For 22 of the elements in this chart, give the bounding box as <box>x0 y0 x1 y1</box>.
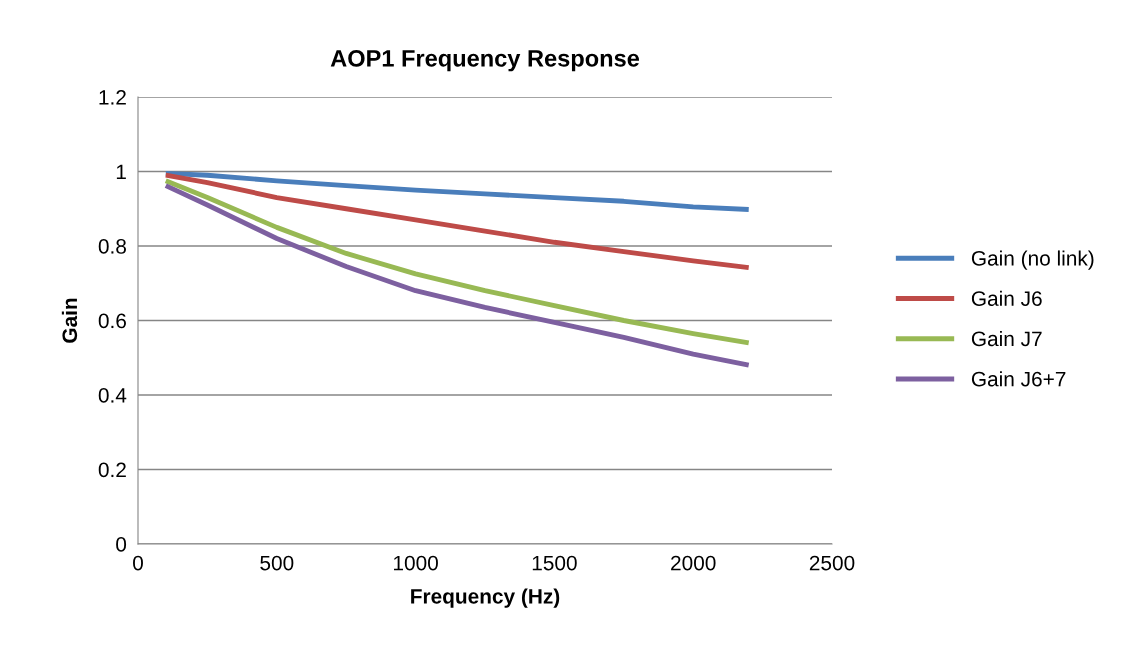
line-series <box>163 170 752 212</box>
legend-label: Gain J6 <box>971 290 1042 306</box>
x-tick-label: 500 <box>260 555 294 571</box>
legend-label: Gain J7 <box>971 330 1042 347</box>
legend-label: Gain J6+7 <box>971 371 1066 387</box>
x-axis-title: Frequency (Hz) <box>411 588 560 608</box>
y-tick-label: 1 <box>116 164 126 180</box>
y-tick-label: 0.2 <box>98 462 126 478</box>
y-tick-label: 1.2 <box>99 90 126 105</box>
x-tick-label: 0 <box>133 555 143 571</box>
x-tick-label: 1500 <box>532 555 577 571</box>
x-tick-label: 2000 <box>671 555 716 571</box>
y-tick-label: 0 <box>116 537 127 552</box>
legend-label: Gain (no link) <box>971 250 1094 270</box>
y-tick-label: 0.4 <box>98 388 127 403</box>
y-tick-label: 0.6 <box>98 313 126 329</box>
line-series <box>163 172 752 271</box>
x-tick-label: 1000 <box>394 555 438 571</box>
chart-title: AOP1 Frequency Response <box>330 49 640 72</box>
y-axis-title: Gain <box>61 298 78 343</box>
y-tick-label: 0.8 <box>98 239 126 254</box>
x-tick-label: 2500 <box>809 555 855 571</box>
